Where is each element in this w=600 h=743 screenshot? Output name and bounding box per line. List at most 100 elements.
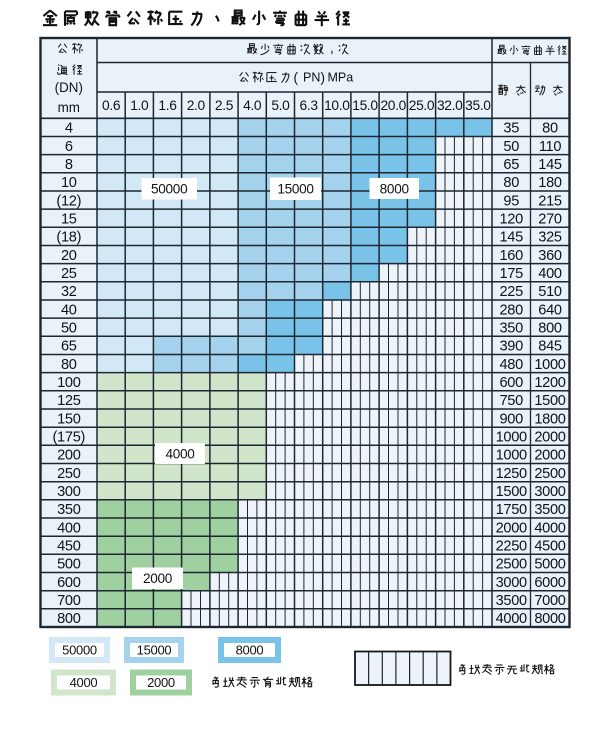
- svg-text:20: 20: [61, 248, 77, 264]
- svg-text:8000: 8000: [236, 643, 264, 658]
- svg-text:5.0: 5.0: [271, 98, 290, 113]
- svg-text:4500: 4500: [534, 538, 565, 554]
- svg-text:175: 175: [499, 266, 523, 282]
- svg-text:0.6: 0.6: [102, 98, 121, 113]
- svg-text:640: 640: [538, 302, 562, 318]
- svg-text:10: 10: [61, 175, 77, 191]
- svg-text:15.0: 15.0: [352, 98, 378, 113]
- svg-text:500: 500: [57, 557, 81, 573]
- svg-text:270: 270: [538, 211, 562, 227]
- svg-text:(175): (175): [53, 429, 86, 445]
- svg-text:325: 325: [538, 230, 562, 246]
- svg-text:15000: 15000: [137, 643, 172, 658]
- svg-text:8000: 8000: [380, 181, 410, 196]
- svg-text:125: 125: [57, 393, 81, 409]
- svg-text:360: 360: [538, 248, 562, 264]
- svg-text:32: 32: [61, 284, 77, 300]
- svg-text:4000: 4000: [70, 675, 98, 690]
- svg-text:300: 300: [57, 484, 81, 500]
- svg-text:6.3: 6.3: [300, 98, 319, 113]
- svg-text:510: 510: [538, 284, 562, 300]
- svg-text:3500: 3500: [534, 502, 565, 518]
- svg-text:3000: 3000: [496, 575, 527, 591]
- svg-text:400: 400: [57, 520, 81, 536]
- svg-text:200: 200: [57, 448, 81, 464]
- svg-text:2000: 2000: [147, 675, 175, 690]
- svg-text:1800: 1800: [534, 411, 565, 427]
- svg-text:15: 15: [61, 211, 77, 227]
- svg-text:1750: 1750: [496, 502, 527, 518]
- svg-text:1000: 1000: [496, 429, 527, 445]
- svg-text:250: 250: [57, 466, 81, 482]
- svg-text:750: 750: [499, 393, 523, 409]
- svg-text:110: 110: [539, 139, 562, 155]
- svg-text:3000: 3000: [534, 484, 565, 500]
- svg-text:3500: 3500: [496, 593, 527, 609]
- svg-text:PN: PN: [303, 71, 320, 85]
- svg-text:15000: 15000: [277, 182, 314, 197]
- svg-text:20.0: 20.0: [380, 98, 406, 113]
- svg-text:150: 150: [57, 411, 81, 427]
- svg-text:1500: 1500: [496, 484, 527, 500]
- svg-text:1.0: 1.0: [130, 98, 149, 113]
- svg-text:160: 160: [499, 248, 523, 264]
- svg-text:35.0: 35.0: [465, 98, 491, 113]
- svg-text:(DN): (DN): [55, 80, 83, 95]
- svg-text:95: 95: [503, 193, 519, 209]
- svg-text:390: 390: [499, 339, 523, 355]
- svg-text:900: 900: [499, 411, 523, 427]
- svg-text:450: 450: [57, 538, 81, 554]
- svg-text:50000: 50000: [62, 643, 97, 658]
- svg-text:80: 80: [542, 121, 558, 137]
- svg-text:2000: 2000: [534, 429, 565, 445]
- svg-text:2500: 2500: [534, 466, 565, 482]
- svg-text:80: 80: [61, 357, 77, 373]
- svg-text:25: 25: [61, 266, 77, 282]
- svg-text:(12): (12): [56, 193, 81, 209]
- svg-text:(18): (18): [56, 230, 81, 246]
- svg-text:2000: 2000: [534, 448, 565, 464]
- svg-text:1200: 1200: [534, 375, 565, 391]
- svg-text:10.0: 10.0: [324, 98, 350, 113]
- svg-text:1000: 1000: [496, 448, 527, 464]
- svg-text:280: 280: [499, 302, 523, 318]
- svg-text:80: 80: [503, 175, 519, 191]
- svg-text:215: 215: [538, 193, 562, 209]
- svg-text:(: (: [294, 70, 299, 85]
- svg-text:225: 225: [499, 284, 523, 300]
- svg-text:6: 6: [65, 139, 73, 155]
- svg-text:600: 600: [57, 575, 81, 591]
- svg-text:2250: 2250: [496, 538, 527, 554]
- svg-text:145: 145: [538, 157, 562, 173]
- svg-text:mm: mm: [58, 100, 80, 115]
- svg-text:4: 4: [65, 121, 73, 137]
- svg-text:180: 180: [538, 175, 562, 191]
- svg-text:2000: 2000: [143, 571, 173, 586]
- svg-text:50: 50: [503, 139, 519, 155]
- svg-text:1.6: 1.6: [158, 98, 177, 113]
- svg-text:4000: 4000: [165, 446, 195, 461]
- svg-text:800: 800: [57, 611, 81, 627]
- svg-text:2500: 2500: [496, 557, 527, 573]
- svg-text:2000: 2000: [496, 520, 527, 536]
- svg-text:8: 8: [65, 157, 73, 173]
- svg-text:40: 40: [61, 302, 77, 318]
- svg-text:845: 845: [538, 339, 562, 355]
- svg-text:100: 100: [57, 375, 81, 391]
- svg-text:600: 600: [499, 375, 523, 391]
- svg-text:145: 145: [499, 230, 523, 246]
- svg-text:120: 120: [499, 211, 523, 227]
- svg-text:2.0: 2.0: [187, 98, 206, 113]
- svg-text:4000: 4000: [496, 611, 527, 627]
- svg-text:): ): [321, 70, 326, 85]
- svg-text:32.0: 32.0: [437, 98, 463, 113]
- svg-text:35: 35: [503, 121, 519, 137]
- svg-text:50000: 50000: [151, 182, 188, 197]
- svg-text:700: 700: [57, 593, 81, 609]
- svg-text:400: 400: [538, 266, 562, 282]
- svg-text:65: 65: [61, 339, 77, 355]
- svg-text:25.0: 25.0: [409, 98, 435, 113]
- svg-text:2.5: 2.5: [215, 98, 234, 113]
- svg-text:480: 480: [499, 357, 523, 373]
- svg-text:5000: 5000: [534, 557, 565, 573]
